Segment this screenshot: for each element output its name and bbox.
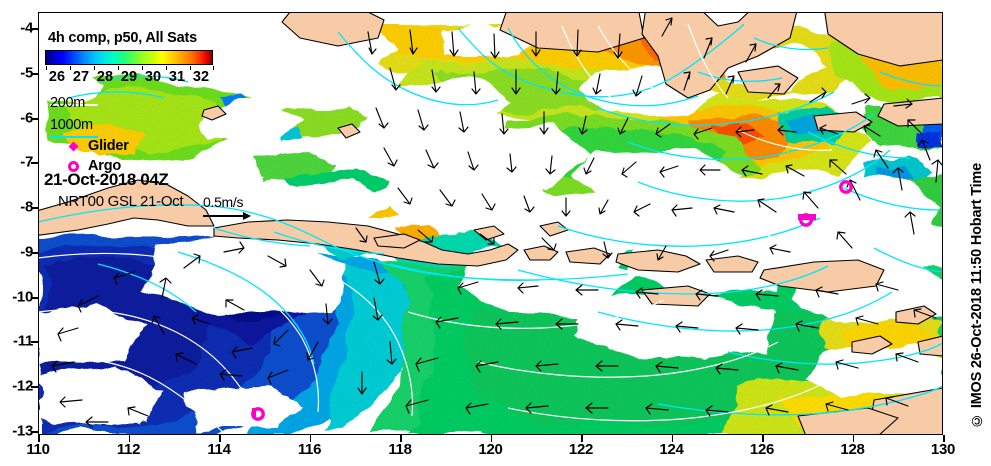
velocity-scale-label: 0.5m/s (203, 194, 244, 210)
colorbar-tick-label: 32 (192, 69, 210, 85)
land-polygons (38, 12, 943, 435)
colorbar-gradient (45, 50, 215, 70)
contour-200m-swatch (50, 104, 98, 106)
y-axis-tick-label: -5 (20, 64, 33, 82)
velocity-scale-arrow-icon (203, 212, 253, 220)
colorbar-title: 4h comp, p50, All Sats (48, 30, 197, 46)
colorbar-tick-label: 28 (96, 69, 114, 85)
contour-1000m-swatch (50, 136, 98, 138)
float-markers (251, 180, 853, 421)
bathymetry-200m-contour (38, 23, 837, 435)
x-axis-tick-label: 114 (207, 441, 231, 458)
colorbar-tick-label: 26 (48, 69, 66, 85)
imos-credit-text: © IMOS 26-Oct-2018 11:50 Hobart Time (969, 163, 985, 428)
x-axis-tick-label: 120 (478, 441, 503, 458)
y-axis-tick-label: -10 (12, 288, 33, 306)
contour-1000m-label: 1000m (50, 117, 93, 133)
date-annotation: 21-Oct-2018 04Z NRT00 GSL 21-Oct (44, 170, 184, 210)
bathymetry-1000m-contour (38, 23, 943, 416)
x-axis-tick-label: 110 (26, 441, 50, 458)
colorbar-tick-label: 31 (168, 69, 186, 85)
colorbar-tick-labels: 26 27 28 29 30 31 32 (45, 65, 213, 85)
credit-text-container: © IMOS 26-Oct-2018 11:50 Hobart Time (955, 0, 989, 466)
x-axis-tick-label: 130 (930, 441, 956, 458)
x-axis-tick-label: 128 (840, 441, 865, 458)
argo-legend-label: Argo (88, 158, 122, 174)
x-axis-tick-label: 122 (568, 441, 594, 458)
velocity-scale-legend: 0.5m/s (203, 194, 253, 220)
y-axis-tick-label: -6 (20, 109, 33, 127)
sst-raster-layer (38, 12, 943, 435)
colorbar-tick-label: 30 (144, 69, 162, 85)
y-axis-tick-label: -13 (12, 422, 33, 440)
colorbar-legend: 4h comp, p50, All Sats 26 27 28 29 30 31… (45, 30, 215, 85)
product-label: NRT00 GSL 21-Oct (58, 193, 184, 210)
colorbar-tick-label: 29 (120, 69, 138, 85)
map-plot-area[interactable] (38, 12, 943, 435)
y-axis-tick-label: -7 (20, 153, 33, 171)
x-axis-tick-label: 112 (116, 441, 141, 458)
y-axis-tick-label: -4 (20, 19, 33, 37)
glider-legend-label: Glider (88, 138, 129, 154)
argo-marker-icon (68, 161, 79, 172)
y-axis-tick-label: -8 (20, 198, 33, 216)
x-axis-tick-label: 126 (749, 441, 775, 458)
y-axis-tick-label: -9 (20, 243, 33, 261)
contour-200m-label: 200m (50, 95, 86, 111)
analysis-datetime: 21-Oct-2018 04Z (44, 170, 169, 189)
y-axis-tick-label: -12 (12, 377, 33, 395)
colorbar-tick-label: 27 (72, 69, 90, 85)
y-axis-tick-label: -11 (13, 332, 33, 350)
x-axis-tick-label: 116 (297, 441, 322, 458)
x-axis-tick-label: 124 (659, 441, 684, 458)
x-axis-tick-label: 118 (388, 441, 412, 458)
current-vector-field (51, 17, 943, 428)
